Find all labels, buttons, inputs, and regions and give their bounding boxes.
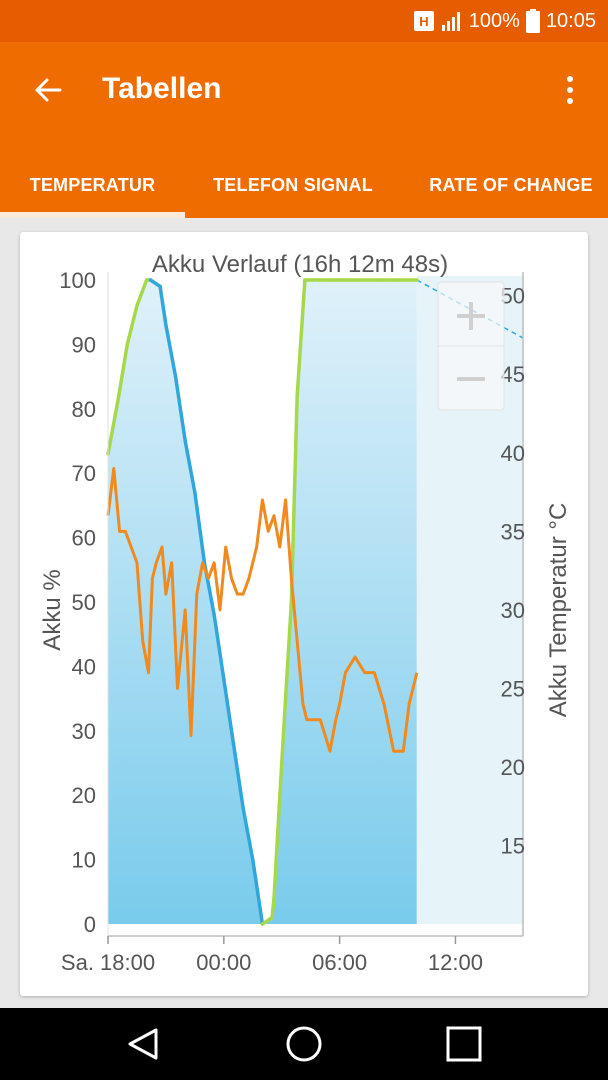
y-axis-label: Akku % <box>39 569 66 650</box>
x-tick-label: 06:00 <box>312 950 367 975</box>
battery-line-segment <box>115 342 130 405</box>
y-tick-label: 60 <box>72 526 96 551</box>
svg-text:H: H <box>419 14 428 29</box>
battery-line-segment <box>279 600 294 765</box>
zoom-in-button[interactable] <box>438 282 504 346</box>
battery-line-segment <box>270 896 276 920</box>
tab-indicator <box>0 212 185 218</box>
chart-card: 0 10 20 30 40 50 60 70 80 90 100 15 20 25 30 35 40 45 50 Sa… <box>20 232 588 996</box>
y-tick-label: 20 <box>72 783 96 808</box>
tab-rate-of-change[interactable]: RATE OF CHANGE <box>429 174 593 195</box>
battery-line-segment <box>106 400 120 456</box>
y2-axis-label: Akku Temperatur °C <box>545 503 572 718</box>
more-vert-icon <box>567 76 573 104</box>
x-tick-label: 00:00 <box>196 950 251 975</box>
back-button[interactable] <box>24 66 72 114</box>
hd-network-icon: H <box>413 11 434 31</box>
y2-tick-label: 45 <box>501 362 525 387</box>
battery-line-segment <box>183 439 197 495</box>
y2-tick-label: 30 <box>501 598 525 623</box>
battery-line-segment <box>148 278 162 289</box>
clock: 10:05 <box>545 9 596 32</box>
y-tick-label: 100 <box>59 268 96 293</box>
y2-tick-label: 50 <box>501 284 525 309</box>
y-tick-label: 40 <box>72 654 96 679</box>
triangle-back-icon <box>128 1028 158 1060</box>
chart-title: Akku Verlauf (16h 12m 48s) <box>152 251 448 278</box>
y-tick-label: 70 <box>72 461 96 486</box>
y2-tick-label: 15 <box>501 833 525 858</box>
square-recents-icon <box>446 1026 482 1062</box>
y2-tick-label: 40 <box>501 441 525 466</box>
zoom-out-button[interactable] <box>438 346 504 410</box>
page-title: Tabellen <box>102 72 222 105</box>
y2-tick-label: 25 <box>501 676 525 701</box>
signal-icon <box>441 12 460 31</box>
overflow-menu-button[interactable] <box>548 66 592 114</box>
battery-line-segment <box>260 915 274 926</box>
zoom-controls <box>437 281 505 411</box>
y-tick-label: 10 <box>72 848 96 873</box>
tab-bar: TEMPERATUR TELEFON SIGNAL RATE OF CHANGE <box>0 152 608 218</box>
status-bar: H 100% 10:05 <box>0 0 608 42</box>
battery-line-segment <box>251 857 265 926</box>
arrow-left-icon <box>35 78 62 102</box>
y-tick-label: 0 <box>84 912 96 937</box>
battery-icon <box>525 9 540 33</box>
battery-chart[interactable]: 0 10 20 30 40 50 60 70 80 90 100 15 20 25 30 35 40 45 50 Sa… <box>20 232 588 996</box>
projection-line <box>416 279 524 339</box>
app-bar: Tabellen TEMPERATUR TELEFON SIGNAL RATE … <box>0 42 608 218</box>
battery-line-segment <box>272 761 284 900</box>
battery-line-segment <box>231 741 245 810</box>
battery-area <box>108 280 417 924</box>
tab-telefon-signal[interactable]: TELEFON SIGNAL <box>213 174 373 195</box>
battery-line-segment <box>173 374 187 443</box>
battery-line-segment <box>222 677 236 746</box>
battery-line-segment <box>164 323 178 379</box>
y2-tick-label: 35 <box>501 519 525 544</box>
circle-home-icon <box>286 1026 322 1062</box>
battery-line-segment <box>135 278 149 308</box>
battery-line-segment <box>125 304 139 347</box>
temperature-line <box>106 466 419 753</box>
battery-line-segment <box>295 278 307 398</box>
status-icons: H 100% 10:05 <box>413 0 596 42</box>
y-tick-label: 80 <box>72 397 96 422</box>
nav-recents-button[interactable] <box>434 1020 494 1068</box>
navigation-bar <box>0 1008 608 1080</box>
x-tick-label: 12:00 <box>428 950 483 975</box>
battery-line-segment <box>241 806 255 862</box>
y2-tick-label: 20 <box>501 755 525 780</box>
battery-percent: 100% <box>468 9 520 32</box>
battery-line-segment <box>193 490 207 566</box>
y-tick-label: 30 <box>72 719 96 744</box>
nav-home-button[interactable] <box>274 1020 334 1068</box>
nav-back-button[interactable] <box>114 1020 174 1068</box>
plus-icon <box>457 302 485 330</box>
battery-line-segment <box>158 284 168 327</box>
battery-line-segment <box>212 613 226 682</box>
tab-temperatur[interactable]: TEMPERATUR <box>29 174 156 195</box>
battery-line-segment <box>289 394 299 604</box>
y-tick-label: 50 <box>72 590 96 615</box>
x-tick-label: Sa. 18:00 <box>61 950 155 975</box>
y-tick-label: 90 <box>72 332 96 357</box>
